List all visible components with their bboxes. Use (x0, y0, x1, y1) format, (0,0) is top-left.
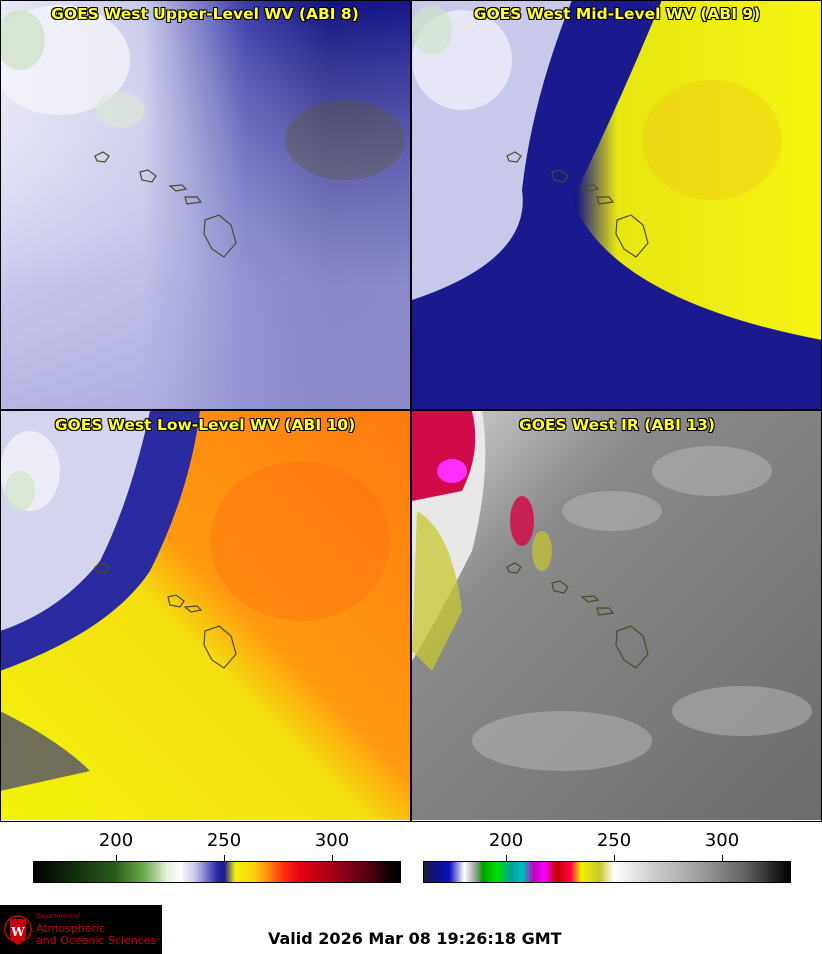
panel-divider-horizontal (0, 409, 822, 411)
wv-tick-mark (116, 855, 117, 861)
ir-tick-label-200: 200 (488, 830, 524, 851)
uw-shield-icon: W (4, 915, 32, 945)
logo-line-1: Department of (36, 913, 80, 920)
panel-mid-level-wv: GOES West Mid-Level WV (ABI 9) (412, 0, 822, 409)
wv-tick-label-200: 200 (98, 830, 134, 851)
svg-text:W: W (10, 925, 25, 939)
panel-title: GOES West Low-Level WV (ABI 10) (54, 416, 356, 434)
island-outlines (94, 562, 237, 669)
island-outlines (506, 151, 649, 258)
ir-tick-mark (614, 855, 615, 861)
panel-ir: GOES West IR (ABI 13) (412, 411, 822, 820)
panel-title: GOES West IR (ABI 13) (519, 416, 715, 434)
logo-line-2-text: Atmospheric (36, 922, 106, 935)
satellite-image-upper-wv (0, 0, 410, 409)
panel-title: GOES West Upper-Level WV (ABI 8) (51, 5, 359, 23)
ir-tick-label-250: 250 (596, 830, 632, 851)
valid-time: Valid 2026 Mar 08 19:26:18 GMT (268, 929, 562, 948)
panel-low-level-wv: GOES West Low-Level WV (ABI 10) (0, 411, 410, 820)
aos-logo: W Department of Atmospheric and Oceanic … (0, 905, 162, 954)
island-outlines (506, 562, 649, 669)
wv-tick-mark (332, 855, 333, 861)
ir-tick-label-300: 300 (704, 830, 740, 851)
ir-tick-mark (506, 855, 507, 861)
wv-tick-label-300: 300 (314, 830, 350, 851)
logo-line-3-text: and Oceanic Sciences (36, 934, 157, 947)
wv-tick-label-250: 250 (206, 830, 242, 851)
panel-divider-vertical (410, 0, 412, 822)
satellite-image-low-wv (0, 411, 410, 820)
island-outlines (94, 151, 237, 258)
wv-tick-mark (224, 855, 225, 861)
logo-line-2: Atmospheric and Oceanic Sciences (36, 923, 156, 947)
ir-colorbar (423, 861, 791, 883)
ir-tick-mark (722, 855, 723, 861)
satellite-image-ir (412, 411, 822, 820)
wv-colorbar (33, 861, 401, 883)
panel-title: GOES West Mid-Level WV (ABI 9) (473, 5, 761, 23)
image-frame (0, 0, 822, 822)
panel-upper-level-wv: GOES West Upper-Level WV (ABI 8) (0, 0, 410, 409)
satellite-image-mid-wv (412, 0, 822, 409)
